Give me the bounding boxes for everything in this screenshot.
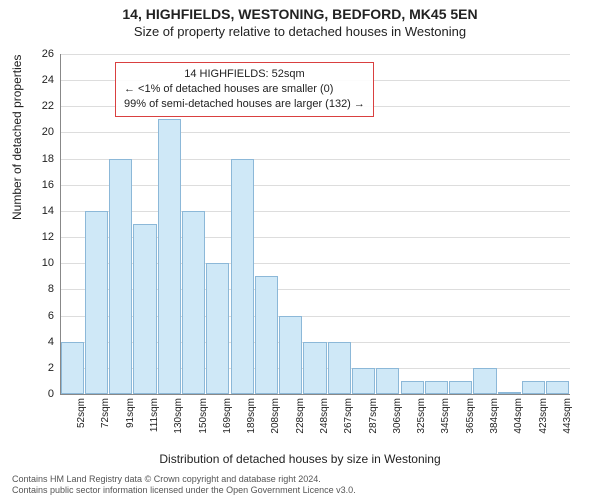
x-tick-label: 306sqm (392, 398, 403, 438)
x-tick-label: 169sqm (222, 398, 233, 438)
bar (85, 211, 108, 394)
bar (255, 276, 278, 394)
x-tick-label: 325sqm (416, 398, 427, 438)
y-tick-label: 20 (24, 126, 54, 138)
bar (279, 316, 302, 394)
footer-line-2: Contains public sector information licen… (12, 485, 588, 496)
y-tick-label: 26 (24, 48, 54, 60)
legend-line-2: ← <1% of detached houses are smaller (0) (124, 82, 365, 97)
bar (231, 159, 254, 394)
x-tick-label: 384sqm (489, 398, 500, 438)
x-tick-label: 267sqm (343, 398, 354, 438)
bar (61, 342, 84, 394)
x-tick-label: 91sqm (125, 398, 136, 438)
chart-title-block: 14, HIGHFIELDS, WESTONING, BEDFORD, MK45… (0, 0, 600, 39)
x-axis-line (60, 394, 570, 395)
x-tick-label: 150sqm (198, 398, 209, 438)
x-tick-label: 208sqm (270, 398, 281, 438)
bar (109, 159, 132, 394)
chart-title: 14, HIGHFIELDS, WESTONING, BEDFORD, MK45… (0, 6, 600, 22)
bar (376, 368, 399, 394)
x-tick-label: 228sqm (295, 398, 306, 438)
bar (158, 119, 181, 394)
y-tick-label: 4 (24, 336, 54, 348)
x-tick-label: 130sqm (173, 398, 184, 438)
bar (352, 368, 375, 394)
legend-line-1: 14 HIGHFIELDS: 52sqm (124, 67, 365, 82)
footer-line-1: Contains HM Land Registry data © Crown c… (12, 474, 588, 485)
y-tick-label: 12 (24, 231, 54, 243)
bar (425, 381, 448, 394)
x-tick-label: 189sqm (246, 398, 257, 438)
y-tick-label: 22 (24, 100, 54, 112)
y-tick-label: 14 (24, 205, 54, 217)
legend-box: 14 HIGHFIELDS: 52sqm ← <1% of detached h… (115, 62, 374, 117)
x-axis-label: Distribution of detached houses by size … (0, 452, 600, 466)
x-tick-label: 248sqm (319, 398, 330, 438)
y-tick-label: 6 (24, 310, 54, 322)
y-tick-label: 0 (24, 388, 54, 400)
bar (473, 368, 496, 394)
bar (498, 392, 521, 394)
y-axis-label: Number of detached properties (10, 55, 24, 220)
y-tick-label: 16 (24, 179, 54, 191)
bar (522, 381, 545, 394)
bar (401, 381, 424, 394)
y-tick-label: 24 (24, 74, 54, 86)
x-tick-label: 52sqm (76, 398, 87, 438)
x-tick-label: 345sqm (440, 398, 451, 438)
bar (133, 224, 156, 394)
chart-container: { "title_line1": "14, HIGHFIELDS, WESTON… (0, 0, 600, 500)
bar (206, 263, 229, 394)
bar (546, 381, 569, 394)
bar (182, 211, 205, 394)
bar (328, 342, 351, 394)
x-tick-label: 287sqm (368, 398, 379, 438)
x-tick-label: 72sqm (100, 398, 111, 438)
x-tick-label: 111sqm (149, 398, 160, 438)
x-tick-label: 365sqm (465, 398, 476, 438)
chart-footer: Contains HM Land Registry data © Crown c… (12, 474, 588, 497)
bar (303, 342, 326, 394)
x-tick-label: 443sqm (562, 398, 573, 438)
y-tick-label: 18 (24, 153, 54, 165)
y-tick-label: 8 (24, 283, 54, 295)
chart-subtitle: Size of property relative to detached ho… (0, 24, 600, 39)
legend-line-3: 99% of semi-detached houses are larger (… (124, 97, 365, 112)
x-tick-label: 404sqm (513, 398, 524, 438)
y-tick-label: 10 (24, 257, 54, 269)
bar (449, 381, 472, 394)
x-tick-label: 423sqm (538, 398, 549, 438)
y-tick-label: 2 (24, 362, 54, 374)
